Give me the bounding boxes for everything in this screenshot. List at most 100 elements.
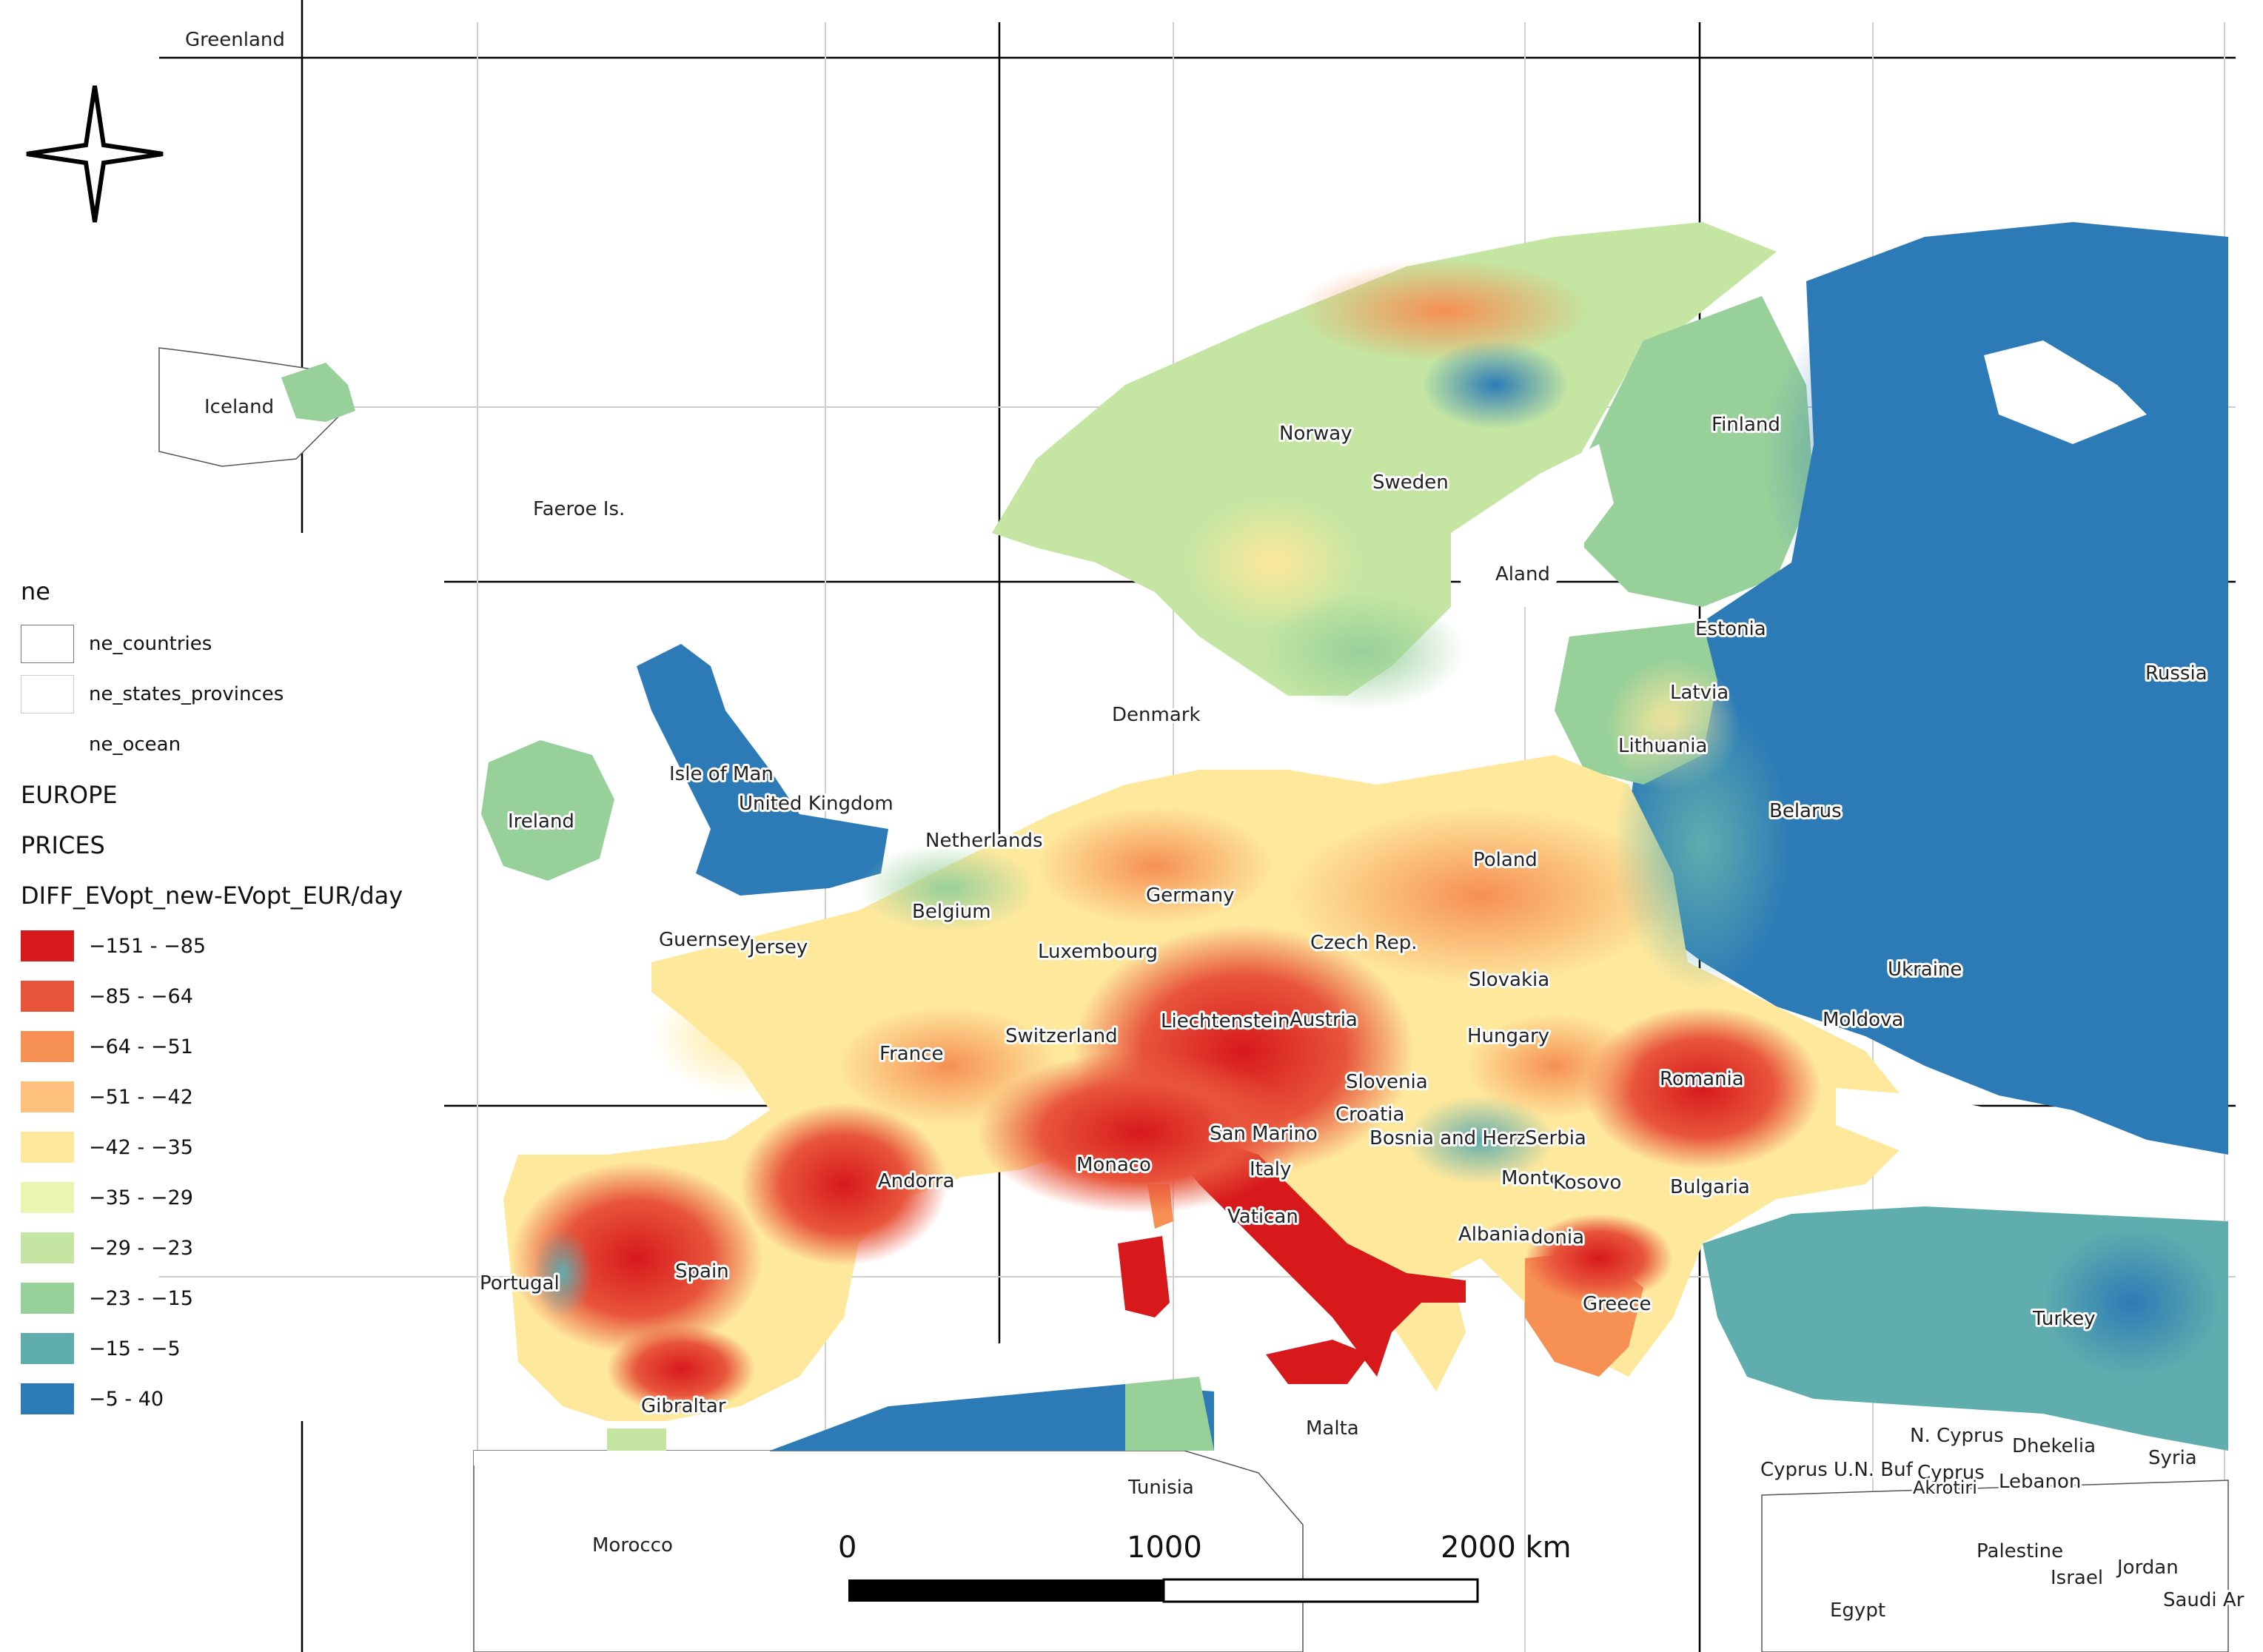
label-monaco: Monaco: [1076, 1154, 1151, 1176]
label-vatican: Vatican: [1227, 1206, 1298, 1228]
map-legend: ne ne_countries ne_states_provinces ne_o…: [21, 577, 480, 1424]
legend-layer-countries: ne_countries: [21, 619, 480, 669]
label-palestine: Palestine: [1977, 1540, 2063, 1562]
label-turkey: Turkey: [2032, 1308, 2096, 1330]
ireland-shape: [481, 740, 614, 881]
label-jordan: Jordan: [2116, 1557, 2179, 1579]
legend-layer-label: ne_states_provinces: [89, 683, 284, 705]
label-morocco: Morocco: [592, 1534, 673, 1557]
legend-swatch-ocean: [21, 725, 74, 764]
legend-swatch-countries: [21, 625, 74, 663]
label-germany: Germany: [1146, 884, 1235, 907]
label-akrotiri: Akrotiri: [1913, 1477, 1977, 1498]
label-luxembourg: Luxembourg: [1038, 941, 1158, 963]
legend-class-row: −64 - −51: [21, 1021, 480, 1072]
legend-layer-label: ne_ocean: [89, 733, 181, 756]
legend-class-swatch: [21, 1132, 74, 1163]
legend-class-swatch: [21, 1232, 74, 1263]
label-isle-of-man: Isle of Man: [669, 763, 774, 785]
scale-bar: 0 1000 2000 km: [838, 1531, 1572, 1603]
legend-region: EUROPE: [21, 781, 118, 809]
label-hungary: Hungary: [1467, 1025, 1549, 1047]
label-poland: Poland: [1473, 849, 1538, 871]
legend-class-swatch: [21, 1081, 74, 1112]
legend-class-swatch: [21, 930, 74, 961]
legend-class-label: −29 - −23: [89, 1236, 193, 1260]
label-ukraine: Ukraine: [1888, 958, 1962, 981]
label-norway: Norway: [1279, 423, 1352, 445]
label-greece: Greece: [1583, 1293, 1652, 1315]
label-lithuania: Lithuania: [1618, 735, 1707, 757]
tunisia-strip: [1125, 1377, 1214, 1451]
scale-tick-0: 0: [838, 1531, 856, 1565]
label-lebanon: Lebanon: [1999, 1471, 2081, 1493]
scale-tick-1000: 1000: [1127, 1531, 1202, 1565]
label-netherlands: Netherlands: [925, 830, 1043, 852]
legend-class-swatch: [21, 981, 74, 1012]
legend-class-row: −15 - −5: [21, 1323, 480, 1374]
value-blobs: [511, 259, 2221, 1414]
label-syria: Syria: [2148, 1447, 2197, 1469]
label-monte: Monte: [1501, 1167, 1561, 1189]
label-san-marino: San Marino: [1210, 1123, 1318, 1145]
legend-classes: −151 - −85 −85 - −64 −64 - −51 −51 - −42 −42…: [21, 921, 480, 1424]
label-egypt: Egypt: [1830, 1599, 1885, 1622]
legend-class-swatch: [21, 1182, 74, 1213]
label-faeroe: Faeroe Is.: [533, 498, 625, 520]
label-gibraltar: Gibraltar: [641, 1395, 726, 1417]
italy-shape: [1170, 1140, 1466, 1377]
label-finland: Finland: [1712, 414, 1780, 436]
label-bosnia: Bosnia and Herz.: [1369, 1127, 1533, 1149]
north-arrow-icon: [26, 85, 164, 223]
label-spain: Spain: [675, 1260, 729, 1283]
label-denmark: Denmark: [1112, 704, 1201, 726]
legend-class-label: −35 - −29: [89, 1186, 193, 1209]
legend-swatch-states: [21, 675, 74, 713]
scale-tick-2000: 2000 km: [1441, 1531, 1572, 1565]
iceland-shape: [281, 363, 355, 422]
label-aland: Aland: [1495, 563, 1550, 585]
legend-class-label: −5 - 40: [89, 1387, 164, 1411]
gibraltar-strip: [607, 1428, 666, 1451]
legend-class-label: −64 - −51: [89, 1035, 193, 1058]
legend-class-label: −23 - −15: [89, 1286, 193, 1310]
label-united-kingdom: United Kingdom: [739, 793, 894, 815]
legend-class-row: −51 - −42: [21, 1072, 480, 1122]
legend-class-row: −42 - −35: [21, 1122, 480, 1172]
label-cyprus: Cyprus: [1917, 1462, 1985, 1484]
label-jersey: Jersey: [748, 936, 808, 958]
legend-class-row: −85 - −64: [21, 971, 480, 1021]
label-greenland: Greenland: [185, 29, 285, 51]
label-latvia: Latvia: [1670, 682, 1729, 704]
label-sweden: Sweden: [1372, 471, 1449, 494]
legend-class-row: −5 - 40: [21, 1374, 480, 1424]
legend-layer-states: ne_states_provinces: [21, 669, 480, 719]
label-slovenia: Slovenia: [1346, 1071, 1428, 1093]
legend-class-swatch: [21, 1031, 74, 1062]
label-belgium: Belgium: [912, 901, 991, 923]
legend-layer-label: ne_countries: [89, 633, 212, 655]
label-guernsey: Guernsey: [659, 929, 751, 951]
legend-class-label: −151 - −85: [89, 934, 207, 958]
legend-class-swatch: [21, 1283, 74, 1314]
legend-class-row: −29 - −23: [21, 1223, 480, 1273]
scale-bar-white: [1162, 1578, 1479, 1603]
label-belarus: Belarus: [1769, 800, 1842, 822]
label-n-cyprus: N. Cyprus: [1910, 1425, 2004, 1447]
legend-field: DIFF_EVopt_new-EVopt_EUR/day: [21, 882, 403, 910]
legend-class-row: −151 - −85: [21, 921, 480, 971]
label-kosovo: Kosovo: [1553, 1172, 1621, 1194]
label-romania: Romania: [1660, 1068, 1744, 1090]
label-italy: Italy: [1250, 1158, 1291, 1181]
sicily-shape: [1266, 1340, 1369, 1384]
uk-shape: [637, 644, 888, 896]
label-liechtenstein: Liechtenstein: [1161, 1010, 1290, 1032]
label-israel: Israel: [2051, 1567, 2103, 1589]
label-andorra: Andorra: [878, 1170, 955, 1192]
sardinia-shape: [1118, 1236, 1170, 1317]
legend-layer-ocean: ne_ocean: [21, 719, 480, 770]
label-croatia: Croatia: [1335, 1104, 1404, 1126]
label-tunisia: Tunisia: [1127, 1477, 1194, 1499]
label-moldova: Moldova: [1823, 1009, 1903, 1031]
